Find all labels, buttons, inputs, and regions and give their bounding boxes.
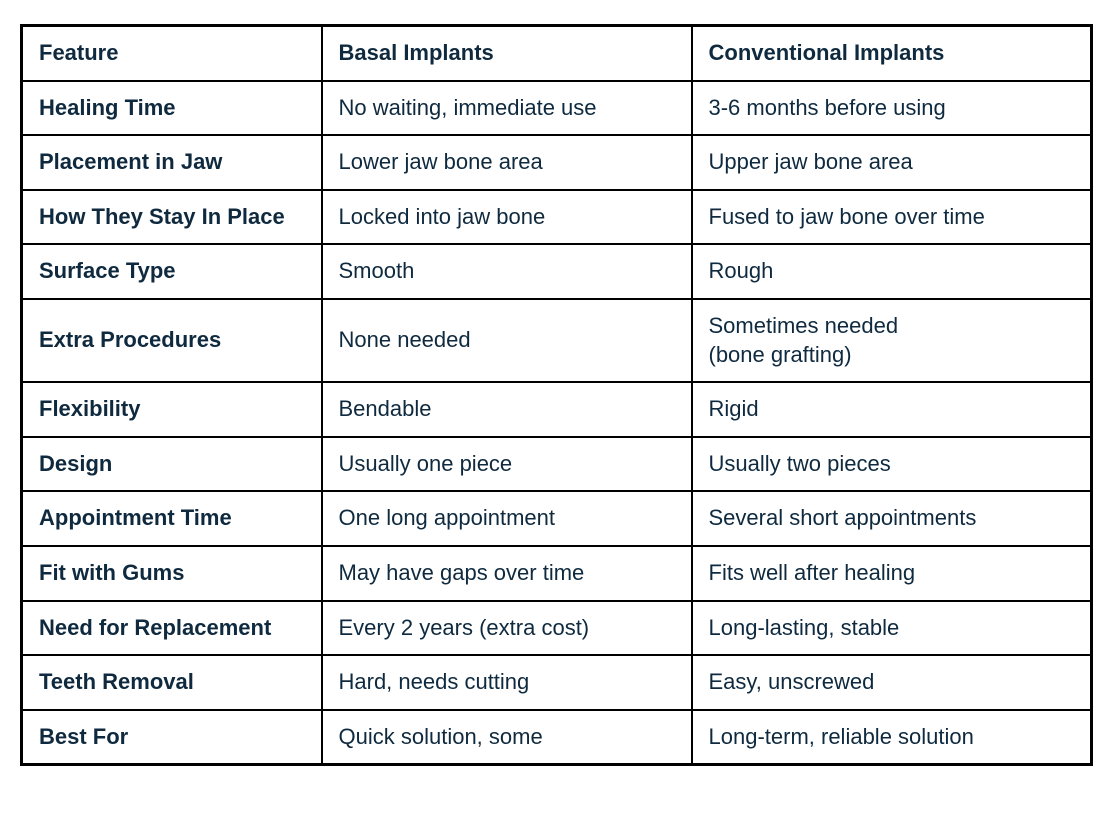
basal-cell: None needed (322, 299, 692, 382)
basal-cell: One long appointment (322, 491, 692, 546)
table-row: Extra Procedures None needed Sometimes n… (22, 299, 1092, 382)
basal-cell: Locked into jaw bone (322, 190, 692, 245)
feature-cell: Appointment Time (22, 491, 322, 546)
conv-cell: Rigid (692, 382, 1092, 437)
table-row: Healing Time No waiting, immediate use 3… (22, 81, 1092, 136)
table-body: Healing Time No waiting, immediate use 3… (22, 81, 1092, 765)
table-head: Feature Basal Implants Conventional Impl… (22, 26, 1092, 81)
table-row: Flexibility Bendable Rigid (22, 382, 1092, 437)
feature-cell: Best For (22, 710, 322, 765)
table-row: Design Usually one piece Usually two pie… (22, 437, 1092, 492)
basal-cell: No waiting, immediate use (322, 81, 692, 136)
conv-cell: Several short appointments (692, 491, 1092, 546)
conv-cell: Long-term, reliable solution (692, 710, 1092, 765)
comparison-table: Feature Basal Implants Conventional Impl… (20, 24, 1093, 766)
feature-cell: Healing Time (22, 81, 322, 136)
conv-cell: Sometimes needed(bone grafting) (692, 299, 1092, 382)
basal-cell: May have gaps over time (322, 546, 692, 601)
conv-cell: Long-lasting, stable (692, 601, 1092, 656)
col-header-basal: Basal Implants (322, 26, 692, 81)
table-row: How They Stay In Place Locked into jaw b… (22, 190, 1092, 245)
feature-cell: Placement in Jaw (22, 135, 322, 190)
conv-cell: 3-6 months before using (692, 81, 1092, 136)
basal-cell: Every 2 years (extra cost) (322, 601, 692, 656)
basal-cell: Bendable (322, 382, 692, 437)
conv-cell: Fused to jaw bone over time (692, 190, 1092, 245)
conv-cell: Fits well after healing (692, 546, 1092, 601)
comparison-table-container: Feature Basal Implants Conventional Impl… (0, 0, 1110, 790)
table-row: Need for Replacement Every 2 years (extr… (22, 601, 1092, 656)
col-header-conv: Conventional Implants (692, 26, 1092, 81)
table-row: Appointment Time One long appointment Se… (22, 491, 1092, 546)
feature-cell: Extra Procedures (22, 299, 322, 382)
feature-cell: Surface Type (22, 244, 322, 299)
col-header-feature: Feature (22, 26, 322, 81)
table-row: Teeth Removal Hard, needs cutting Easy, … (22, 655, 1092, 710)
table-row: Fit with Gums May have gaps over time Fi… (22, 546, 1092, 601)
feature-cell: Fit with Gums (22, 546, 322, 601)
table-row: Placement in Jaw Lower jaw bone area Upp… (22, 135, 1092, 190)
feature-cell: Design (22, 437, 322, 492)
feature-cell: Flexibility (22, 382, 322, 437)
basal-cell: Lower jaw bone area (322, 135, 692, 190)
feature-cell: Need for Replacement (22, 601, 322, 656)
basal-cell: Smooth (322, 244, 692, 299)
conv-cell: Usually two pieces (692, 437, 1092, 492)
basal-cell: Hard, needs cutting (322, 655, 692, 710)
conv-cell: Easy, unscrewed (692, 655, 1092, 710)
table-header-row: Feature Basal Implants Conventional Impl… (22, 26, 1092, 81)
conv-cell: Upper jaw bone area (692, 135, 1092, 190)
feature-cell: Teeth Removal (22, 655, 322, 710)
basal-cell: Usually one piece (322, 437, 692, 492)
table-row: Best For Quick solution, some Long-term,… (22, 710, 1092, 765)
feature-cell: How They Stay In Place (22, 190, 322, 245)
basal-cell: Quick solution, some (322, 710, 692, 765)
table-row: Surface Type Smooth Rough (22, 244, 1092, 299)
conv-cell: Rough (692, 244, 1092, 299)
